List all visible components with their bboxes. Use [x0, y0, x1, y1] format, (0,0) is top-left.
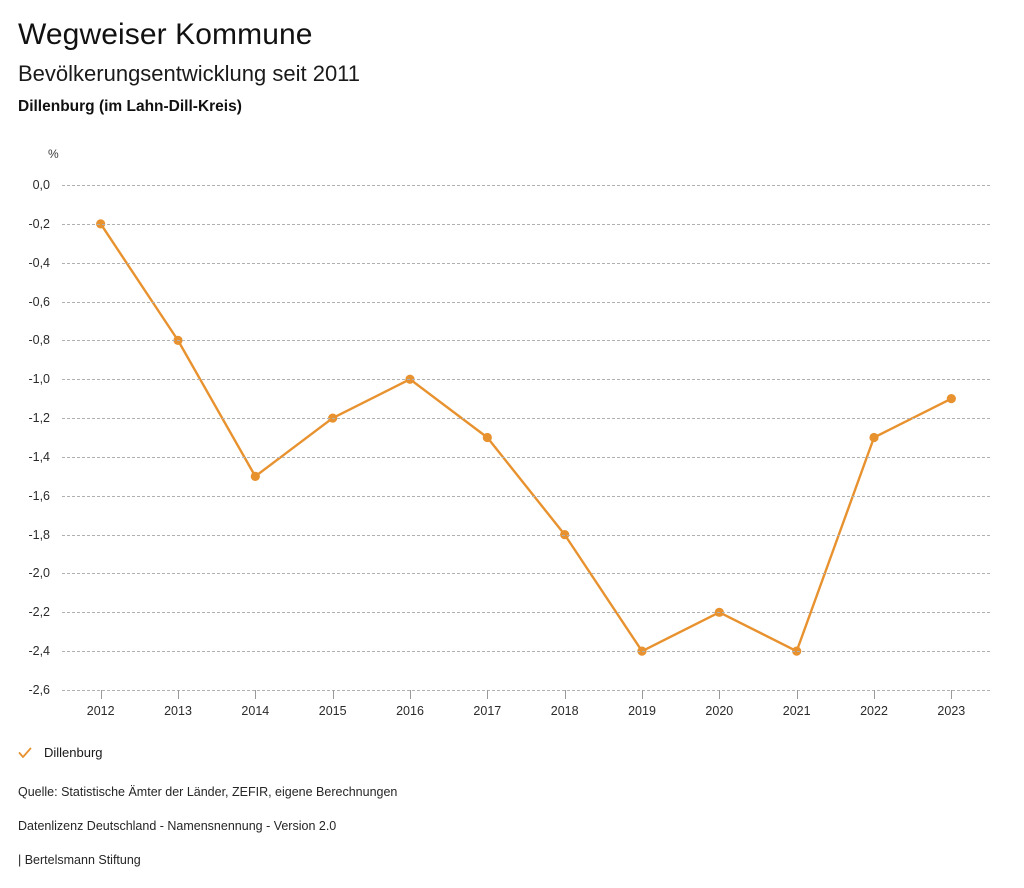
x-axis-tick-mark	[255, 690, 257, 699]
x-axis-tick-label: 2014	[241, 704, 270, 718]
y-axis-tick-label: -1,0	[28, 372, 50, 387]
series-line	[99, 222, 953, 653]
x-axis-tick-mark	[178, 690, 179, 699]
gridline	[62, 418, 990, 420]
y-axis-unit-label: %	[48, 147, 59, 161]
gridline	[62, 534, 990, 536]
y-axis-tick-label: -2,2	[28, 605, 50, 620]
plot-area: 0,0 -0,2 -0,4 -0,6 -0,8 -1,0 -1,2 -1,4 -1,6 -1,8 -…	[28, 178, 990, 718]
y-axis-tick-label: -2,6	[28, 683, 50, 697]
x-axis-tick-label: 2017	[473, 704, 502, 718]
gridline	[62, 262, 990, 264]
x-axis-tick-label: 2019	[628, 704, 656, 718]
gridline	[62, 456, 990, 458]
x-axis-tick-mark	[410, 690, 411, 699]
y-axis-tick-label: 0,0	[32, 178, 50, 192]
y-axis-tick-label: -1,4	[28, 449, 50, 464]
chart-footer: Quelle: Statistische Ämter der Länder, Z…	[18, 785, 998, 868]
y-axis-tick-label: -0,6	[28, 294, 50, 309]
x-axis-tick-label: 2018	[550, 704, 579, 718]
gridline	[62, 651, 990, 653]
footer-source: Quelle: Statistische Ämter der Länder, Z…	[18, 785, 398, 799]
gridline	[62, 612, 990, 614]
x-axis-tick-mark	[332, 690, 334, 699]
line-series-dillenburg	[96, 219, 956, 656]
gridline	[62, 185, 990, 186]
gridline	[62, 340, 990, 342]
data-point-marker[interactable]	[869, 432, 879, 443]
x-axis-tick-mark	[951, 690, 953, 699]
y-axis-tick-label: -0,8	[28, 333, 50, 348]
y-axis-tick-label: -2,0	[28, 566, 50, 581]
gridline	[62, 573, 990, 575]
chart-subtitle: Bevölkerungsentwicklung seit 2011	[18, 60, 361, 86]
x-axis-tick-mark	[796, 690, 798, 699]
x-axis-tick-mark	[874, 690, 875, 699]
y-axis-tick-label: -0,4	[28, 255, 50, 270]
x-axis-tick-label: 2015	[318, 704, 347, 718]
y-axis-tick-label: -1,8	[28, 527, 50, 542]
legend-item-label: Dillenburg	[44, 745, 103, 760]
x-axis-tick-label: 2022	[860, 704, 888, 718]
x-axis-tick-label: 2013	[164, 704, 192, 718]
footer-publisher: | Bertelsmann Stiftung	[18, 853, 141, 867]
gridline	[62, 379, 990, 381]
y-axis-tick-label: -2,4	[28, 644, 50, 659]
y-axis-tick-label: -0,2	[28, 216, 50, 231]
chart-header: Wegweiser Kommune Bevölkerungsentwicklun…	[18, 16, 998, 116]
footer-license: Datenlizenz Deutschland - Namensnennung …	[18, 819, 337, 833]
check-icon	[18, 747, 32, 758]
x-axis-tick-mark	[487, 690, 489, 699]
y-axis-tick-label: -1,2	[28, 411, 50, 426]
page-title: Wegweiser Kommune	[18, 18, 313, 51]
x-axis-tick-label: 2016	[396, 704, 424, 718]
x-axis-tick-label: 2023	[937, 704, 966, 718]
y-axis-tick-label: -1,6	[28, 488, 50, 503]
x-axis-tick-label: 2020	[705, 704, 734, 718]
chart-location: Dillenburg (im Lahn-Dill-Kreis)	[18, 98, 242, 115]
gridline	[62, 223, 990, 225]
x-axis-tick-label: 2012	[86, 704, 115, 718]
chart-legend[interactable]: Dillenburg	[18, 745, 103, 760]
data-point-marker[interactable]	[946, 394, 956, 404]
gridline	[62, 495, 990, 497]
gridline	[62, 301, 990, 303]
x-axis-tick-mark	[564, 690, 566, 699]
gridline	[62, 690, 990, 691]
data-point-marker[interactable]	[482, 432, 492, 443]
x-axis-tick-label: 2021	[782, 704, 811, 718]
chart-container: % 0,0 -0,2 -0,4 -0,6 -0,8 -1,0 -1,2 -1,4 -1,6 -1,…	[0, 140, 1024, 740]
x-axis-tick-mark	[100, 690, 102, 699]
data-point-marker[interactable]	[250, 471, 260, 481]
x-axis-tick-mark	[642, 690, 643, 699]
x-axis-tick-mark	[719, 690, 721, 699]
